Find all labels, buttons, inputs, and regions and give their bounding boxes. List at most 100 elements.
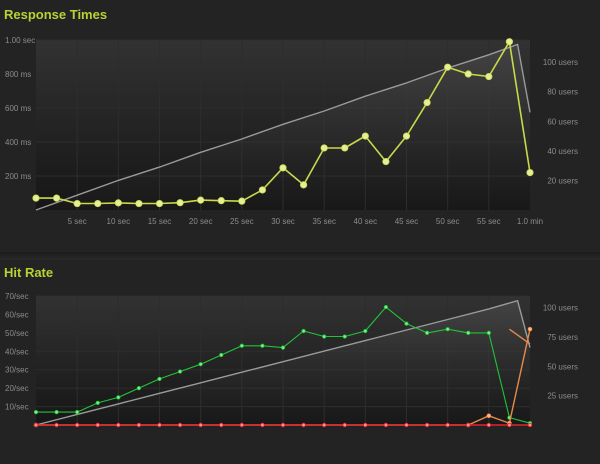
timeouts_drop-series-line: [508, 328, 531, 345]
timeouts-point: [527, 326, 533, 332]
hits-point: [239, 343, 244, 348]
hits-point: [219, 352, 224, 358]
y-left-tick-label: 400 ms: [5, 138, 31, 147]
errors-point: [219, 422, 224, 428]
x-tick-label: 30 sec: [271, 217, 295, 226]
response_time-point: [402, 132, 411, 140]
errors-point: [445, 422, 450, 428]
x-tick-label: 45 sec: [395, 217, 419, 226]
response_time-point: [382, 157, 390, 166]
hits-point: [280, 345, 286, 350]
users-series-line: [35, 43, 531, 211]
y-right-tick-label: 60 users: [547, 117, 578, 126]
hits-point: [301, 328, 306, 334]
y-right-tick-label: 50 users: [547, 362, 578, 371]
response_time-point: [73, 199, 81, 208]
response_time-point: [505, 38, 514, 46]
y-left-tick-label: 1.00 sec: [5, 36, 35, 45]
y-left-tick-label: 70/sec: [5, 292, 29, 301]
errors-point: [54, 422, 59, 428]
section-divider: [0, 252, 600, 260]
errors-point: [321, 422, 327, 428]
response_time-point: [197, 196, 205, 204]
errors-point: [95, 422, 100, 428]
hits-point: [75, 410, 80, 415]
hit-rate-title: Hit Rate: [4, 265, 54, 280]
hits-point: [198, 362, 203, 367]
hits-point: [322, 334, 327, 339]
response_time-point: [464, 70, 472, 78]
response_time-point: [94, 199, 102, 208]
y-left-tick-label: 800 ms: [5, 70, 31, 79]
hits-point: [136, 386, 142, 391]
hits-point: [466, 330, 471, 335]
hits-point: [445, 327, 450, 332]
errors-point: [527, 422, 533, 428]
y-left-tick-label: 20/sec: [5, 384, 29, 393]
response_time-point: [238, 197, 246, 205]
y-right-tick-label: 25 users: [547, 392, 578, 401]
response_time-point: [258, 186, 267, 194]
response-times-chart: 200 ms 400 ms 600 ms 800 ms 1.00 sec 20 users…: [5, 36, 578, 226]
y-left-tick-label: 10/sec: [5, 403, 29, 412]
errors-point: [280, 422, 286, 428]
response_time-point: [52, 194, 61, 202]
y-left-tick-label: 30/sec: [5, 366, 29, 375]
response_time-point: [32, 194, 40, 202]
response_time-point: [176, 199, 184, 207]
errors-point: [74, 422, 80, 428]
x-tick-label: 5 sec: [68, 217, 87, 226]
x-tick-label: 10 sec: [107, 217, 131, 226]
x-tick-label: 50 sec: [436, 217, 460, 226]
response-times-title: Response Times: [4, 7, 108, 22]
errors-point: [198, 422, 203, 428]
y-right-tick-label: 40 users: [547, 147, 578, 156]
hit-rate-chart: 10/sec 20/sec 30/sec 40/sec 50/sec 60/sec 70/s…: [5, 292, 578, 428]
hits-point: [342, 334, 347, 339]
response_time-point: [114, 199, 122, 207]
timeouts-point: [486, 413, 492, 419]
response_time-point: [361, 132, 369, 140]
errors-point: [466, 422, 471, 428]
hits-point: [260, 343, 265, 348]
errors-point: [404, 422, 409, 428]
y-left-tick-label: 60/sec: [5, 310, 29, 319]
errors-point: [424, 422, 430, 428]
errors-point: [383, 422, 389, 428]
response_time-point: [279, 164, 287, 172]
response_time-point: [320, 144, 328, 152]
y-left-tick-label: 50/sec: [5, 329, 29, 338]
x-tick-label: 20 sec: [189, 217, 213, 226]
errors-point: [301, 422, 306, 428]
errors-point: [260, 422, 265, 428]
errors-point: [116, 422, 121, 428]
response_time-point: [444, 63, 452, 71]
y-right-tick-label: 75 users: [547, 333, 578, 342]
hits-point: [157, 376, 162, 382]
errors-point: [33, 422, 39, 428]
x-tick-label: 35 sec: [312, 217, 336, 226]
response_time-point: [299, 181, 308, 189]
x-tick-label: 40 sec: [354, 217, 378, 226]
hits-point: [404, 321, 409, 326]
y-right-tick-label: 100 users: [543, 58, 578, 67]
errors-point: [177, 422, 183, 428]
y-left-tick-label: 600 ms: [5, 104, 31, 113]
response_time-point: [155, 199, 164, 208]
hits-point: [424, 330, 430, 335]
x-tick-label: 1.0 min: [517, 217, 543, 226]
hits-point: [383, 304, 389, 310]
y-right-tick-label: 20 users: [547, 176, 578, 185]
y-left-tick-label: 200 ms: [5, 172, 31, 181]
response_time-point: [485, 72, 493, 81]
y-left-tick-label: 40/sec: [5, 347, 29, 356]
hits-point: [116, 395, 121, 400]
errors-point: [342, 422, 347, 428]
hits-point: [33, 410, 39, 415]
errors-point: [239, 422, 245, 428]
response_time-point: [423, 98, 431, 107]
errors-point: [486, 422, 492, 428]
hits-point: [486, 330, 491, 335]
x-tick-label: 15 sec: [148, 217, 172, 226]
response_time-point: [217, 197, 225, 205]
